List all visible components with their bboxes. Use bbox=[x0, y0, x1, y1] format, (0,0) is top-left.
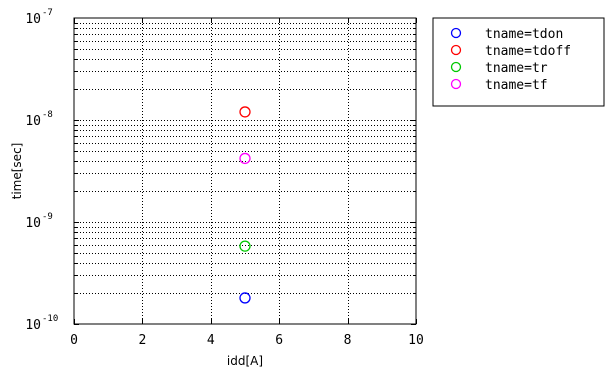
legend-marker bbox=[450, 44, 462, 56]
x-tick-label: 8 bbox=[344, 333, 352, 348]
plot-area bbox=[73, 17, 417, 325]
y-tick-label: 10 bbox=[25, 12, 41, 27]
legend: tname=tdon tname=tdoff tname=tr tname=tf bbox=[432, 17, 605, 107]
data-points bbox=[239, 106, 251, 304]
x-axis-title: idd[A] bbox=[227, 354, 263, 368]
legend-label: tname=tf bbox=[485, 78, 548, 93]
y-tick-label: 10 bbox=[25, 114, 41, 129]
y-tick-exponent: -10 bbox=[42, 314, 58, 324]
x-tick-label: 2 bbox=[138, 333, 146, 348]
data-point bbox=[239, 152, 251, 165]
legend-label: tname=tdon bbox=[485, 27, 563, 42]
y-tick-label: 10 bbox=[25, 318, 41, 333]
y-tick-exponent: -7 bbox=[42, 8, 53, 18]
grid bbox=[74, 18, 416, 324]
y-tick-exponent: -9 bbox=[42, 212, 53, 222]
x-tick-label: 6 bbox=[275, 333, 283, 348]
y-axis-title: time[sec] bbox=[10, 143, 24, 200]
legend-marker bbox=[450, 27, 462, 39]
data-point bbox=[239, 240, 251, 252]
y-tick-label: 10 bbox=[25, 216, 41, 231]
x-tick-label: 4 bbox=[207, 333, 215, 348]
data-point bbox=[239, 292, 251, 304]
x-tick-label: 0 bbox=[70, 333, 78, 348]
legend-marker bbox=[450, 78, 462, 90]
x-tick-label: 10 bbox=[408, 333, 424, 348]
data-point bbox=[239, 106, 251, 118]
legend-box bbox=[432, 17, 605, 107]
legend-label: tname=tr bbox=[485, 61, 548, 76]
y-tick-exponent: -8 bbox=[42, 110, 53, 120]
legend-marker bbox=[450, 61, 462, 73]
legend-label: tname=tdoff bbox=[485, 44, 571, 59]
